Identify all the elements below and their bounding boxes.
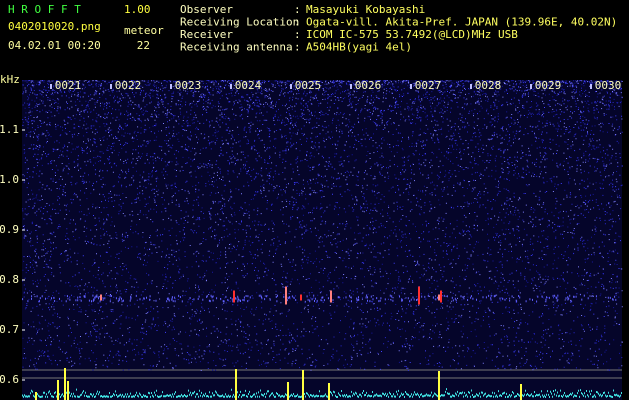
y-tick-label: 1.1 bbox=[0, 123, 19, 136]
x-tick-label: 0030 bbox=[595, 79, 622, 92]
meteor-echo bbox=[330, 290, 332, 303]
activity-bar bbox=[67, 381, 69, 400]
echo-band bbox=[22, 294, 617, 303]
time-tick bbox=[470, 84, 472, 89]
time-tick bbox=[410, 84, 412, 89]
station-label: Receiving Location bbox=[180, 16, 299, 29]
time-tick bbox=[50, 84, 52, 89]
y-tick-label: 0.8 bbox=[0, 273, 19, 286]
x-tick-label: 0025 bbox=[295, 79, 322, 92]
station-label: Receiving antenna bbox=[180, 41, 293, 54]
time-tick bbox=[230, 84, 232, 89]
station-value: Masayuki Kobayashi bbox=[306, 3, 425, 16]
activity-bar bbox=[57, 380, 59, 400]
meteor-echo bbox=[438, 294, 440, 301]
filename: 0402010020.png bbox=[8, 20, 101, 33]
noise bbox=[22, 80, 623, 371]
app-name: H R O F F T bbox=[8, 3, 81, 16]
y-tick-label: 1.0 bbox=[0, 173, 19, 186]
meteor-echo bbox=[285, 286, 287, 305]
meteor-echo bbox=[300, 294, 302, 301]
separator: : bbox=[294, 16, 301, 29]
activity-bar bbox=[302, 370, 304, 400]
separator: : bbox=[294, 28, 301, 41]
meteor-echo bbox=[100, 294, 102, 301]
meteor-echo bbox=[440, 290, 442, 303]
station-label: Receiver bbox=[180, 28, 233, 41]
activity-bar bbox=[235, 369, 237, 400]
time-tick bbox=[350, 84, 352, 89]
separator: : bbox=[294, 3, 301, 16]
x-tick-label: 0024 bbox=[235, 79, 262, 92]
spectrogram-field bbox=[22, 80, 622, 400]
activity-bar bbox=[64, 368, 66, 400]
activity-bar bbox=[438, 371, 440, 400]
x-tick-label: 0023 bbox=[175, 79, 202, 92]
station-label: Observer bbox=[180, 3, 233, 16]
time-tick bbox=[170, 84, 172, 89]
x-tick-label: 0022 bbox=[115, 79, 142, 92]
y-tick-label: 0.6 bbox=[0, 373, 19, 386]
x-tick-label: 0029 bbox=[535, 79, 562, 92]
time-tick bbox=[290, 84, 292, 89]
station-value: Ogata-vill. Akita-Pref. JAPAN (139.96E, … bbox=[306, 16, 617, 29]
activity-bar bbox=[328, 383, 330, 400]
station-value: A504HB(yagi 4el) bbox=[306, 41, 412, 54]
time-tick bbox=[590, 84, 592, 89]
time-tick bbox=[110, 84, 112, 89]
version: 1.00 bbox=[124, 3, 151, 16]
station-value: ICOM IC-575 53.7492(@LCD)MHz USB bbox=[306, 28, 518, 41]
x-tick-label: 0026 bbox=[355, 79, 382, 92]
meteor-label: meteor bbox=[124, 24, 164, 37]
y-axis-label: kHz bbox=[0, 73, 20, 86]
activity-bar bbox=[287, 382, 289, 400]
time-tick bbox=[530, 84, 532, 89]
meteor-count: 22 bbox=[137, 39, 150, 52]
datetime: 04.02.01 00:20 bbox=[8, 39, 101, 52]
activity-bar bbox=[520, 384, 522, 400]
y-tick-label: 0.9 bbox=[0, 223, 19, 236]
x-tick-label: 0021 bbox=[55, 79, 82, 92]
meteor-echo bbox=[233, 290, 235, 303]
meteor-echo bbox=[418, 286, 420, 305]
y-tick-label: 0.7 bbox=[0, 323, 19, 336]
separator: : bbox=[294, 41, 301, 54]
activity-bar bbox=[35, 392, 37, 400]
x-tick-label: 0027 bbox=[415, 79, 442, 92]
x-tick-label: 0028 bbox=[475, 79, 502, 92]
activity-trace bbox=[22, 388, 622, 398]
